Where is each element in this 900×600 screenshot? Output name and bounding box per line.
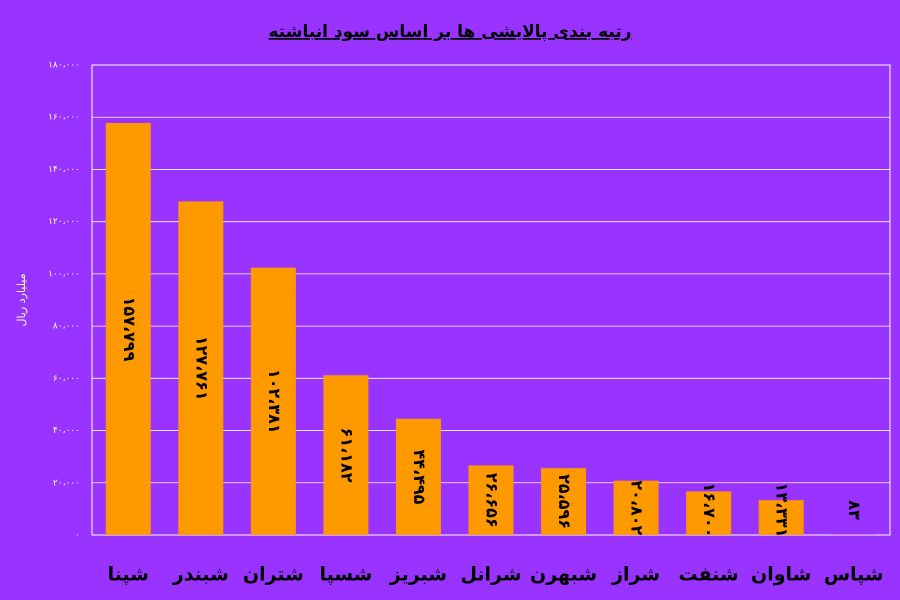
- bar: [613, 480, 659, 535]
- chart-title: رتبه بندی پالایشی ها بر اساس سود انباشته: [269, 22, 632, 42]
- y-tick-label: ۰: [75, 531, 80, 541]
- data-label: ۱۰۲،۳۸۱: [265, 369, 284, 434]
- y-tick-label: ۱۴۰،۰۰۰: [48, 165, 80, 175]
- y-tick-label: ۶۰،۰۰۰: [53, 374, 80, 384]
- x-tick-label: شنفت: [679, 564, 739, 586]
- bar: [686, 491, 732, 535]
- data-label: ۱۶،۷۰۰: [700, 483, 719, 538]
- y-tick-label: ۱۸۰،۰۰۰: [48, 61, 80, 71]
- data-label: ۲۶،۶۵۶: [483, 473, 502, 528]
- x-tick-label: شتران: [243, 564, 304, 586]
- x-tick-label: شسپا: [319, 564, 372, 586]
- y-tick-label: ۱۲۰،۰۰۰: [48, 217, 80, 227]
- data-label: ۲۰،۸۰۲: [628, 480, 647, 535]
- bar: [395, 418, 441, 535]
- x-tick-label: شبندر: [172, 564, 229, 586]
- x-tick-label: شبهرن: [530, 564, 597, 586]
- data-label: ۸۳: [845, 500, 864, 520]
- bar: [758, 500, 804, 535]
- y-axis-title: میلیارد ریال: [15, 273, 28, 326]
- bar: [250, 267, 296, 535]
- y-tick-label: ۴۰،۰۰۰: [53, 426, 80, 436]
- x-tick-label: شبریز: [389, 564, 447, 586]
- bar: [178, 201, 224, 535]
- data-label: ۴۴،۴۹۵: [410, 449, 429, 504]
- data-label: ۱۵۷،۷۹۹: [120, 297, 139, 362]
- data-label: ۱۲۷،۷۶۱: [192, 336, 211, 401]
- bar: [323, 375, 369, 535]
- x-tick-label: شراز: [611, 564, 660, 586]
- y-tick-label: ۲۰،۰۰۰: [53, 478, 80, 488]
- bar: [105, 122, 151, 536]
- y-tick-label: ۱۰۰،۰۰۰: [48, 269, 80, 279]
- y-tick-label: ۸۰،۰۰۰: [53, 322, 80, 332]
- data-label: ۱۳،۳۳۱: [773, 483, 792, 538]
- x-tick-label: شاوان: [751, 564, 811, 586]
- data-label: ۲۵،۵۹۶: [555, 474, 574, 529]
- bar: [541, 468, 587, 535]
- y-tick-label: ۱۶۰،۰۰۰: [48, 113, 80, 123]
- x-tick-label: شرانل: [460, 564, 521, 586]
- bar: [468, 465, 514, 535]
- x-tick-label: شپنا: [108, 564, 149, 586]
- x-tick-label: شپاس: [824, 564, 884, 586]
- data-label: ۶۱،۱۸۲: [337, 428, 356, 483]
